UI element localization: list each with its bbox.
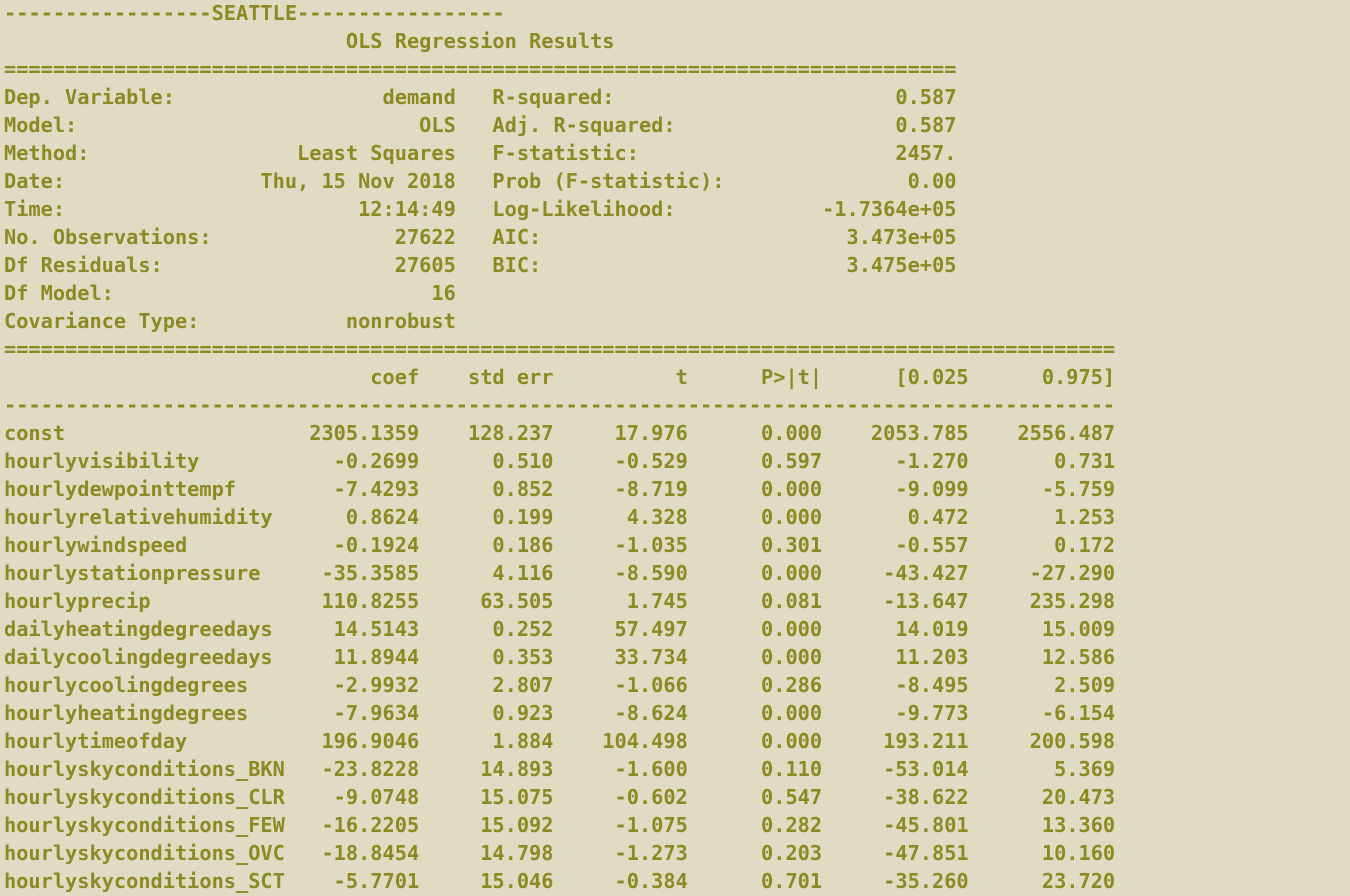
table-row: hourlycoolingdegrees -2.9932 2.807 -1.06… <box>4 673 1116 697</box>
summary-row: Df Model: 16 <box>4 281 456 305</box>
table-row: dailycoolingdegreedays 11.8944 0.353 33.… <box>4 645 1116 669</box>
summary-row: Covariance Type: nonrobust <box>4 309 456 333</box>
city-header: -----------------SEATTLE----------------… <box>4 1 505 25</box>
table-row: dailyheatingdegreedays 14.5143 0.252 57.… <box>4 617 1116 641</box>
summary-row: Time: 12:14:49 Log-Likelihood: -1.7364e+… <box>4 197 957 221</box>
summary-row: Date: Thu, 15 Nov 2018 Prob (F-statistic… <box>4 169 957 193</box>
summary-row: Dep. Variable: demand R-squared: 0.587 <box>4 85 957 109</box>
table-row: hourlyprecip 110.8255 63.505 1.745 0.081… <box>4 589 1116 613</box>
summary-row: No. Observations: 27622 AIC: 3.473e+05 <box>4 225 957 249</box>
table-row: hourlyskyconditions_OVC -18.8454 14.798 … <box>4 841 1116 865</box>
table-row: hourlyskyconditions_SCT -5.7701 15.046 -… <box>4 869 1116 893</box>
table-row: hourlytimeofday 196.9046 1.884 104.498 0… <box>4 729 1116 753</box>
table-row: hourlyskyconditions_CLR -9.0748 15.075 -… <box>4 785 1116 809</box>
table-row: hourlyheatingdegrees -7.9634 0.923 -8.62… <box>4 701 1116 725</box>
summary-rule: ========================================… <box>4 57 957 81</box>
table-row: hourlydewpointtempf -7.4293 0.852 -8.719… <box>4 477 1116 501</box>
table-row: hourlyskyconditions_BKN -23.8228 14.893 … <box>4 757 1116 781</box>
summary-row: Df Residuals: 27605 BIC: 3.475e+05 <box>4 253 957 277</box>
report-title: OLS Regression Results <box>4 29 615 53</box>
column-header: coef std err t P>|t| [0.025 0.975] <box>4 365 1116 389</box>
table-row: hourlyrelativehumidity 0.8624 0.199 4.32… <box>4 505 1116 529</box>
table-row: hourlywindspeed -0.1924 0.186 -1.035 0.3… <box>4 533 1116 557</box>
table-row: hourlystationpressure -35.3585 4.116 -8.… <box>4 561 1116 585</box>
summary-row: Model: OLS Adj. R-squared: 0.587 <box>4 113 957 137</box>
table-rule: ========================================… <box>4 337 1116 361</box>
table-row: hourlyvisibility -0.2699 0.510 -0.529 0.… <box>4 449 1116 473</box>
table-row: hourlyskyconditions_FEW -16.2205 15.092 … <box>4 813 1116 837</box>
summary-row: Method: Least Squares F-statistic: 2457. <box>4 141 957 165</box>
column-rule: ----------------------------------------… <box>4 393 1116 417</box>
table-row: const 2305.1359 128.237 17.976 0.000 205… <box>4 421 1116 445</box>
